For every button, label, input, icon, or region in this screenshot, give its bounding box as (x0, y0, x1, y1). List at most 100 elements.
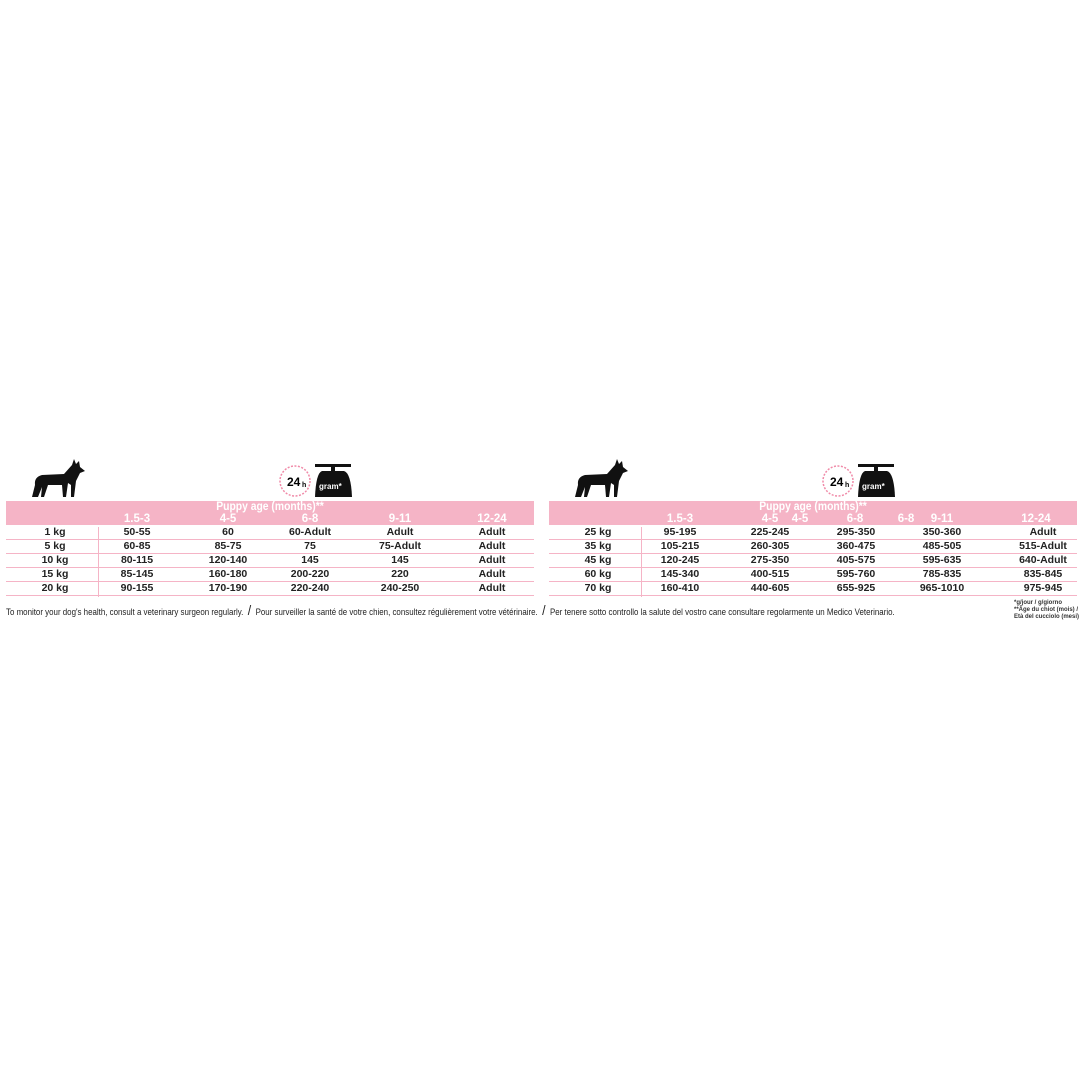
svg-text:gram*: gram* (862, 482, 886, 491)
table-row: 15 kg 85-145 160-180 200-220 220 Adult (6, 567, 534, 582)
ration-cell: 835-845 (1023, 568, 1063, 580)
footnotes: *g/jour / g/giorno **Âge du chiot (mois)… (1014, 600, 1079, 621)
age-column-header: 4-5 (791, 513, 809, 525)
weight-cell: 60 kg (584, 568, 612, 580)
daily-gram-icon: 24 h gram* (278, 459, 358, 499)
ration-cell: Adult (478, 526, 506, 538)
ration-cell: 975-945 (1023, 582, 1063, 594)
ration-cell: 120-245 (660, 554, 700, 566)
age-column-header: 4-5 (761, 513, 779, 525)
footnote: **Âge du chiot (mois) / (1014, 607, 1079, 613)
table-row: 70 kg 160-410 440-605 655-925 965-1010 975-94… (549, 581, 1077, 596)
ration-cell: 75-Adult (379, 540, 421, 552)
ration-cell: 50-55 (123, 526, 151, 538)
ration-cell: 105-215 (660, 540, 700, 552)
column-divider (98, 527, 99, 597)
ration-cell: 515-Adult (1019, 540, 1067, 552)
ration-cell: 160-410 (660, 582, 700, 594)
ration-cell: Adult (478, 568, 506, 580)
age-column-header: 6-8 (897, 513, 915, 525)
ration-cell: 275-350 (750, 554, 790, 566)
age-title: Puppy age (months)** (759, 501, 867, 513)
age-column-header: 4-5 (219, 513, 237, 525)
ration-cell: 640-Adult (1019, 554, 1067, 566)
ration-cell: 145-340 (660, 568, 700, 580)
weight-cell: 25 kg (584, 526, 612, 538)
ration-cell: 95-195 (663, 526, 697, 538)
ration-cell: 80-115 (120, 554, 154, 566)
ration-cell: 170-190 (208, 582, 248, 594)
footnote: *g/jour / g/giorno (1014, 600, 1062, 606)
weight-cell: 20 kg (41, 582, 69, 594)
svg-text:24: 24 (287, 475, 301, 489)
ration-cell: 655-925 (836, 582, 876, 594)
ration-cell: 295-350 (836, 526, 876, 538)
footer-it: Per tenere sotto controllo la salute del… (549, 607, 895, 617)
ration-cell: 240-250 (380, 582, 420, 594)
ration-cell: Adult (478, 582, 506, 594)
separator: / (542, 602, 546, 618)
ration-cell: 60 (222, 526, 234, 538)
table-row: 25 kg 95-195 225-245 295-350 350-360 Adult (549, 525, 1077, 540)
ration-cell: 350-360 (922, 526, 962, 538)
table-row: 5 kg 60-85 85-75 75 75-Adult Adult (6, 539, 534, 554)
ration-cell: 360-475 (836, 540, 876, 552)
feeding-table-large: 24 h gram* Puppy age (months)** 1.5-3 4-5 4-5 6… (549, 455, 1077, 600)
ration-cell: 60-85 (123, 540, 151, 552)
ration-cell: Adult (1029, 526, 1057, 538)
ration-cell: 225-245 (750, 526, 790, 538)
ration-cell: 160-180 (208, 568, 248, 580)
svg-text:24: 24 (830, 475, 844, 489)
age-title: Puppy age (months)** (216, 501, 324, 513)
header-band (549, 501, 1077, 525)
table-row: 10 kg 80-115 120-140 145 145 Adult (6, 553, 534, 568)
dog-silhouette-icon (28, 459, 86, 499)
ration-cell: 120-140 (208, 554, 248, 566)
ration-cell: 145 (301, 554, 319, 566)
ration-cell: Adult (386, 526, 414, 538)
table-row: 20 kg 90-155 170-190 220-240 240-250 Adult (6, 581, 534, 596)
ration-cell: 595-760 (836, 568, 876, 580)
table-row: 35 kg 105-215 260-305 360-475 485-505 515-Adu… (549, 539, 1077, 554)
weight-cell: 15 kg (41, 568, 69, 580)
ration-cell: 485-505 (922, 540, 962, 552)
age-column-header: 12-24 (477, 513, 507, 525)
age-column-header: 1.5-3 (666, 513, 694, 525)
ration-cell: 60-Adult (289, 526, 331, 538)
ration-cell: 75 (304, 540, 316, 552)
ration-cell: 965-1010 (919, 582, 965, 594)
ration-cell: 85-145 (120, 568, 154, 580)
ration-cell: 200-220 (290, 568, 330, 580)
ration-cell: 145 (391, 554, 409, 566)
separator: / (247, 602, 252, 618)
weight-cell: 35 kg (584, 540, 612, 552)
age-column-header: 6-8 (301, 513, 319, 525)
weight-cell: 45 kg (584, 554, 612, 566)
ration-cell: 220 (391, 568, 409, 580)
ration-cell: 220-240 (290, 582, 330, 594)
svg-text:h: h (302, 482, 306, 489)
ration-cell: 785-835 (922, 568, 962, 580)
ration-cell: Adult (478, 554, 506, 566)
weight-cell: 70 kg (584, 582, 612, 594)
weight-cell: 1 kg (44, 526, 66, 538)
age-column-header: 1.5-3 (123, 513, 151, 525)
header-band (6, 501, 534, 525)
ration-cell: 260-305 (750, 540, 790, 552)
footer-text: To monitor your dog's health, consult a … (6, 602, 895, 618)
feeding-table-small: 24 h gram* Puppy age (months)** 1.5-3 4-5 6-8 9… (6, 455, 534, 600)
ration-cell: 90-155 (120, 582, 154, 594)
ration-cell: 440-605 (750, 582, 790, 594)
age-column-header: 9-11 (388, 513, 412, 525)
age-column-header: 12-24 (1021, 513, 1051, 525)
column-divider (641, 527, 642, 597)
ration-cell: 405-575 (836, 554, 876, 566)
weight-cell: 5 kg (44, 540, 66, 552)
age-column-header: 6-8 (846, 513, 864, 525)
table-row: 1 kg 50-55 60 60-Adult Adult Adult (6, 525, 534, 540)
ration-cell: 400-515 (750, 568, 790, 580)
ration-cell: Adult (478, 540, 506, 552)
svg-text:h: h (845, 482, 849, 489)
ration-cell: 85-75 (214, 540, 242, 552)
footer-fr: Pour surveiller la santé de votre chien,… (255, 607, 538, 617)
